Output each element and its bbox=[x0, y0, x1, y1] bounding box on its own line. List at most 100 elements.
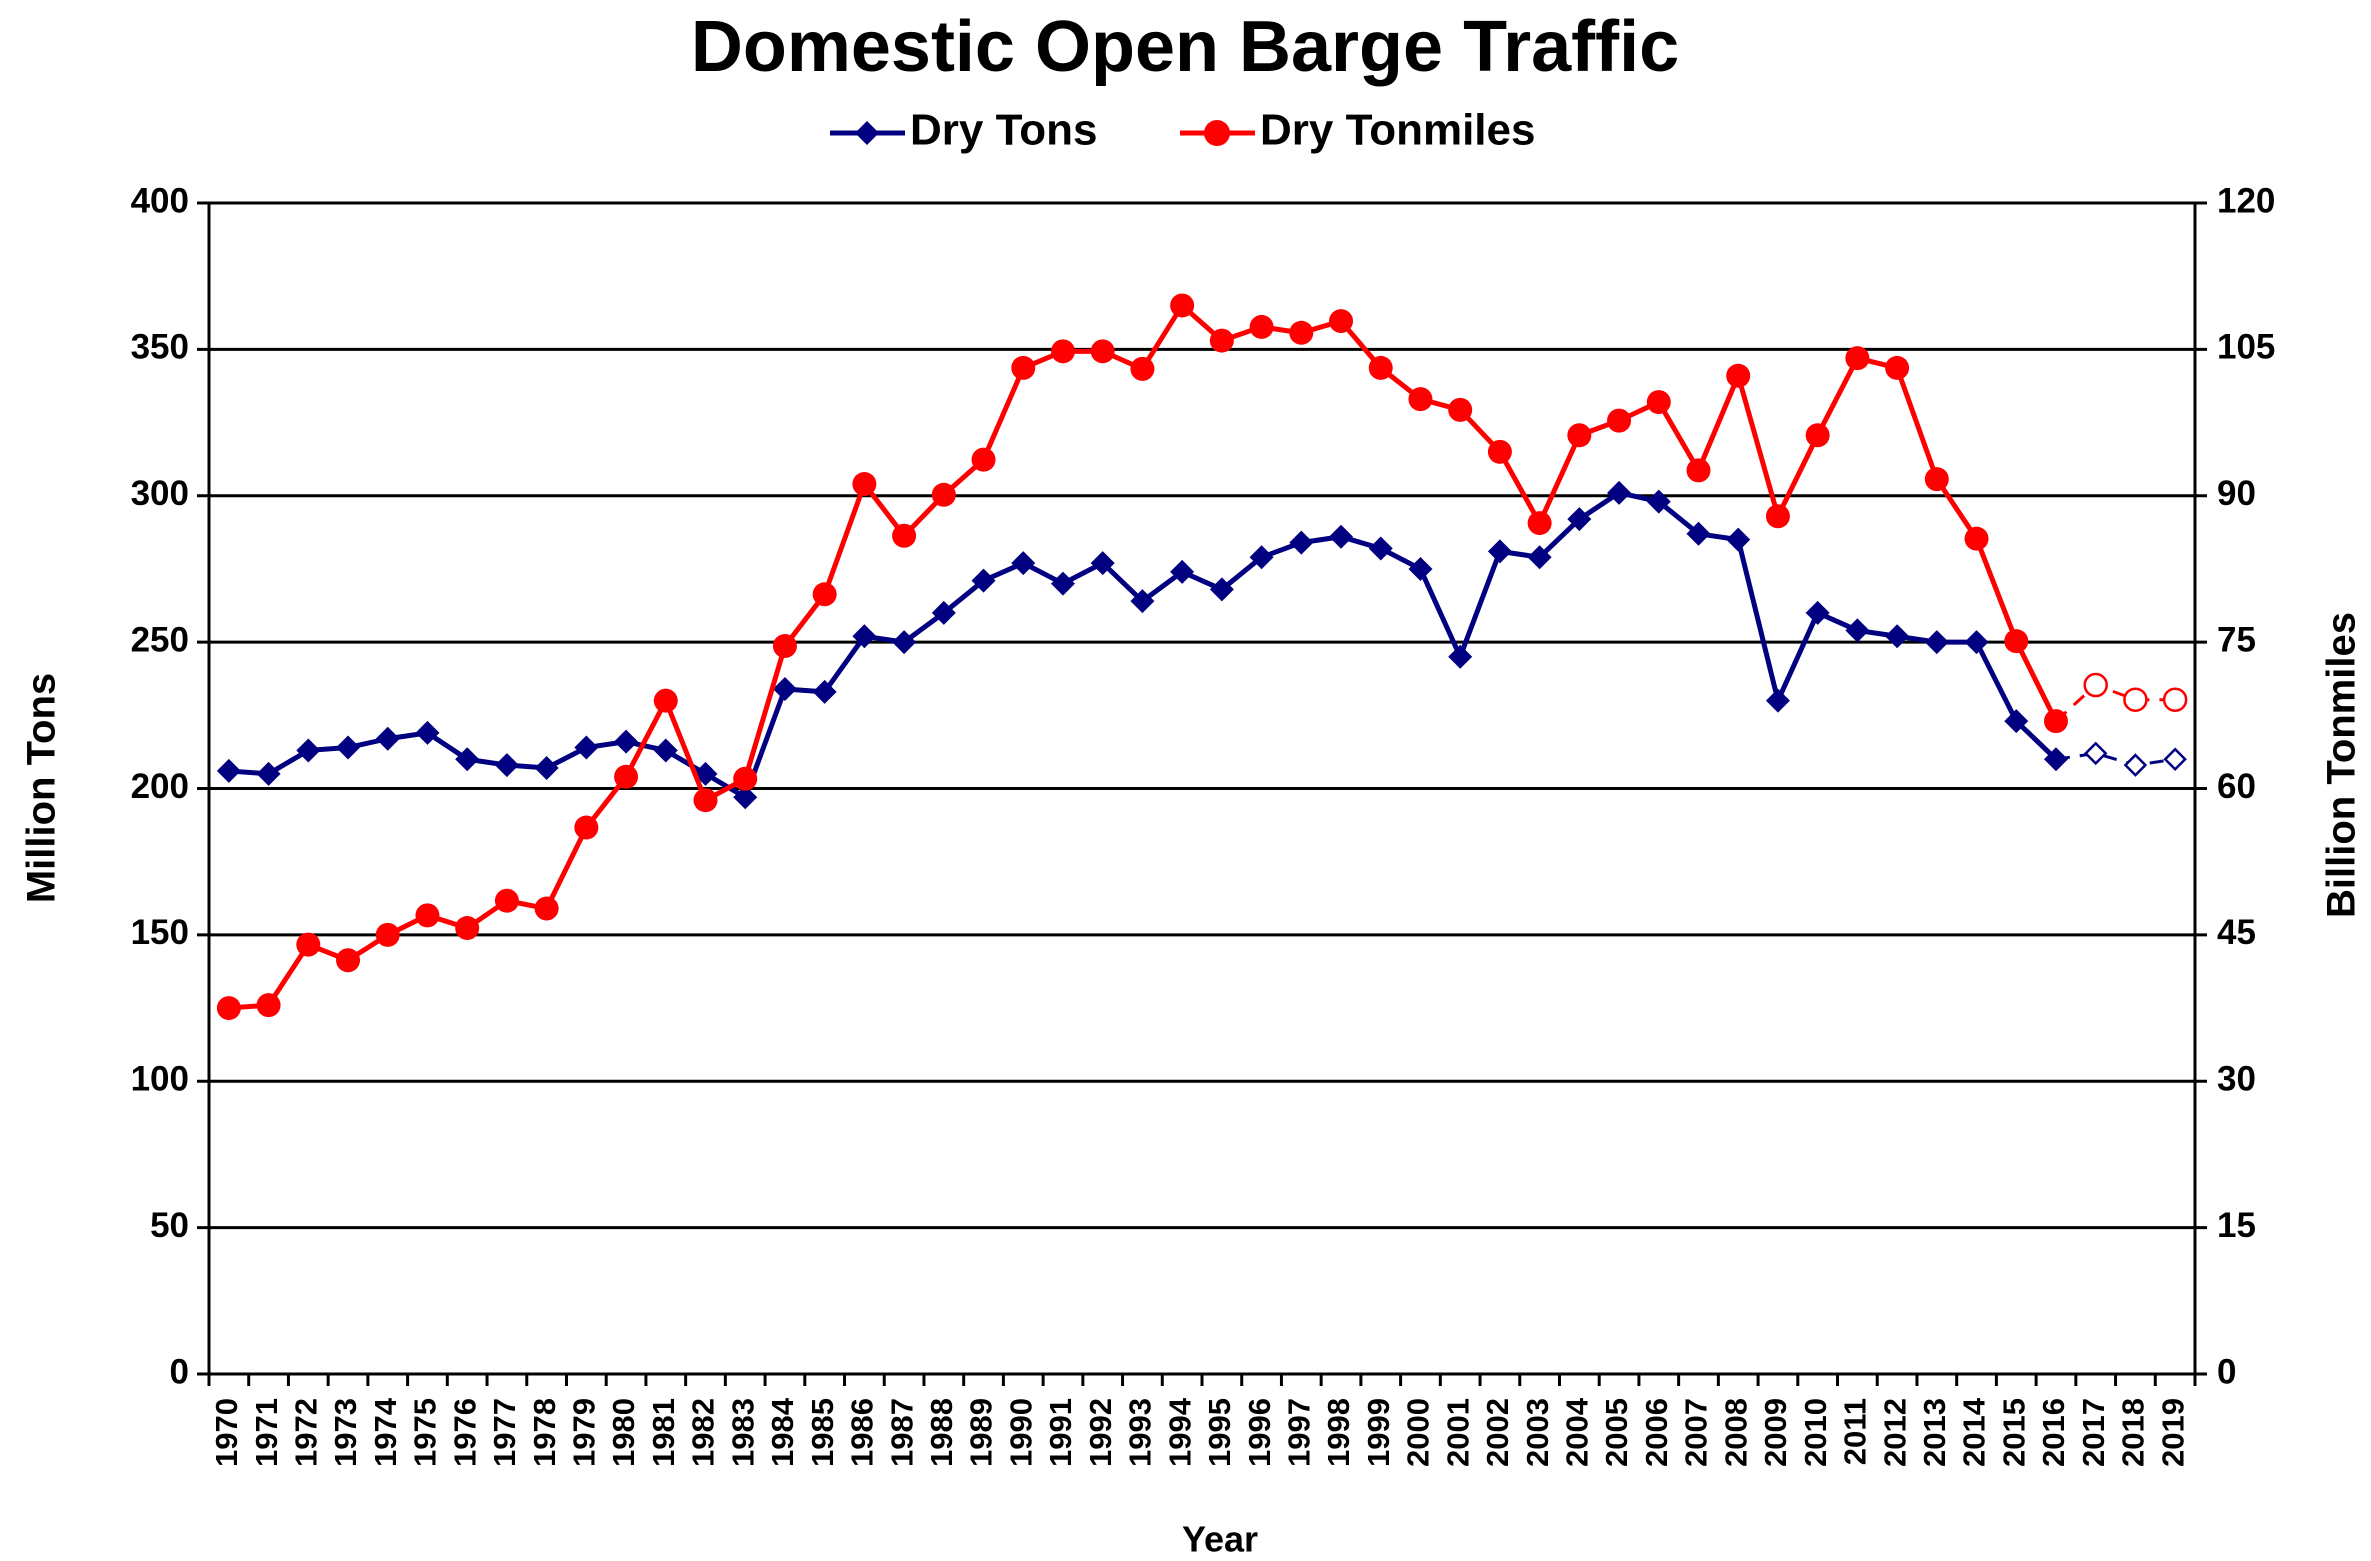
x-tick-label: 1997 bbox=[1281, 1398, 1316, 1467]
y-tick-label: 200 bbox=[131, 767, 189, 806]
circle-marker bbox=[1686, 458, 1711, 483]
x-tick-label: 1975 bbox=[408, 1398, 443, 1467]
diamond-marker bbox=[1686, 521, 1711, 546]
circle-marker bbox=[1011, 355, 1036, 380]
circle-marker bbox=[256, 993, 281, 1018]
y2-axis-label: Billion Tonmiles bbox=[2320, 612, 2364, 918]
x-tick-label: 1999 bbox=[1361, 1398, 1396, 1467]
x-tick-label: 1989 bbox=[964, 1398, 999, 1467]
diamond-marker bbox=[574, 735, 599, 760]
diamond-marker bbox=[614, 729, 639, 754]
circle-marker bbox=[1170, 293, 1195, 318]
x-tick-label: 1983 bbox=[725, 1398, 760, 1467]
circle-marker bbox=[455, 916, 480, 941]
chart-title: Domestic Open Barge Traffic bbox=[691, 7, 1679, 87]
circle-marker bbox=[296, 932, 321, 957]
y-tick-label: 100 bbox=[131, 1060, 189, 1099]
circle-marker bbox=[1845, 346, 1870, 371]
y-tick-label: 400 bbox=[131, 181, 189, 220]
circle-marker bbox=[733, 766, 758, 791]
diamond-marker bbox=[455, 747, 480, 772]
legend-marker bbox=[1204, 120, 1230, 146]
x-tick-label: 1985 bbox=[805, 1398, 840, 1467]
circle-marker bbox=[1249, 314, 1274, 339]
y-tick-label: 300 bbox=[131, 474, 189, 513]
diamond-marker bbox=[931, 600, 956, 625]
diamond-marker bbox=[1845, 618, 1870, 643]
x-tick-label: 1996 bbox=[1242, 1398, 1277, 1467]
y-tick-label: 350 bbox=[131, 328, 189, 367]
circle-marker bbox=[1368, 355, 1393, 380]
circle-marker bbox=[2123, 687, 2148, 712]
x-tick-label: 2011 bbox=[1838, 1398, 1873, 1465]
x-tick-label: 1992 bbox=[1083, 1398, 1118, 1467]
diamond-marker bbox=[733, 785, 758, 810]
circle-marker bbox=[852, 472, 877, 497]
circle-marker bbox=[2162, 687, 2188, 712]
diamond-marker bbox=[1646, 489, 1671, 514]
diamond-marker bbox=[1130, 589, 1155, 614]
x-tick-label: 2009 bbox=[1758, 1398, 1793, 1467]
y2-tick-label: 0 bbox=[2217, 1352, 2236, 1391]
circle-marker bbox=[1607, 408, 1632, 433]
x-tick-label: 1979 bbox=[567, 1398, 602, 1467]
diamond-marker bbox=[1249, 545, 1274, 570]
x-tick-label: 1984 bbox=[765, 1397, 800, 1467]
diamond-marker bbox=[494, 753, 519, 778]
diamond-marker bbox=[1805, 600, 1830, 625]
diamond-marker bbox=[2083, 741, 2108, 766]
circle-marker bbox=[693, 788, 718, 813]
y-tick-label: 250 bbox=[131, 620, 189, 659]
circle-marker bbox=[1726, 363, 1751, 388]
circle-marker bbox=[1289, 320, 1314, 345]
y-tick-label: 50 bbox=[150, 1206, 189, 1245]
circle-marker bbox=[494, 888, 519, 913]
y2-tick-label: 105 bbox=[2217, 328, 2275, 367]
legend-label: Dry Tonmiles bbox=[1260, 106, 1535, 155]
circle-marker bbox=[614, 764, 639, 789]
diamond-marker bbox=[2163, 747, 2187, 771]
diamond-marker bbox=[1567, 507, 1592, 532]
circle-marker bbox=[2083, 672, 2108, 698]
x-tick-label: 1982 bbox=[686, 1398, 721, 1467]
circle-marker bbox=[653, 688, 678, 713]
y2-tick-label: 45 bbox=[2217, 913, 2256, 952]
x-tick-label: 2003 bbox=[1520, 1398, 1555, 1467]
circle-marker bbox=[216, 996, 241, 1021]
diamond-marker bbox=[415, 720, 440, 745]
x-tick-label: 1995 bbox=[1202, 1398, 1237, 1467]
x-tick-label: 2005 bbox=[1599, 1398, 1634, 1467]
diamond-marker bbox=[1329, 524, 1354, 549]
diamond-marker bbox=[892, 630, 917, 655]
x-tick-label: 1977 bbox=[487, 1398, 522, 1467]
y2-tick-label: 120 bbox=[2217, 181, 2275, 220]
circle-marker bbox=[1408, 387, 1433, 412]
x-tick-label: 1998 bbox=[1321, 1398, 1356, 1467]
diamond-marker bbox=[1050, 571, 1075, 596]
circle-marker bbox=[415, 903, 440, 928]
circle-marker bbox=[1765, 504, 1790, 529]
y2-tick-label: 30 bbox=[2217, 1060, 2256, 1099]
circle-marker bbox=[574, 815, 599, 840]
x-tick-label: 2001 bbox=[1440, 1398, 1475, 1467]
x-tick-label: 2008 bbox=[1718, 1398, 1753, 1467]
diamond-marker bbox=[1607, 480, 1632, 505]
projection-line bbox=[2054, 683, 2176, 723]
x-tick-label: 2006 bbox=[1639, 1398, 1674, 1467]
x-tick-label: 2000 bbox=[1401, 1398, 1436, 1467]
circle-marker bbox=[772, 634, 797, 659]
diamond-marker bbox=[1170, 559, 1195, 584]
x-tick-label: 1971 bbox=[249, 1398, 284, 1467]
x-tick-label: 1993 bbox=[1123, 1398, 1158, 1467]
y2-tick-label: 60 bbox=[2217, 767, 2256, 806]
circle-marker bbox=[1924, 467, 1949, 492]
y-tick-label: 150 bbox=[131, 913, 189, 952]
x-tick-label: 2002 bbox=[1480, 1398, 1515, 1467]
diamond-marker bbox=[336, 735, 361, 760]
diamond-marker bbox=[1090, 551, 1115, 576]
circle-marker bbox=[931, 482, 956, 507]
diamond-marker bbox=[1368, 536, 1393, 561]
circle-marker bbox=[336, 948, 361, 973]
